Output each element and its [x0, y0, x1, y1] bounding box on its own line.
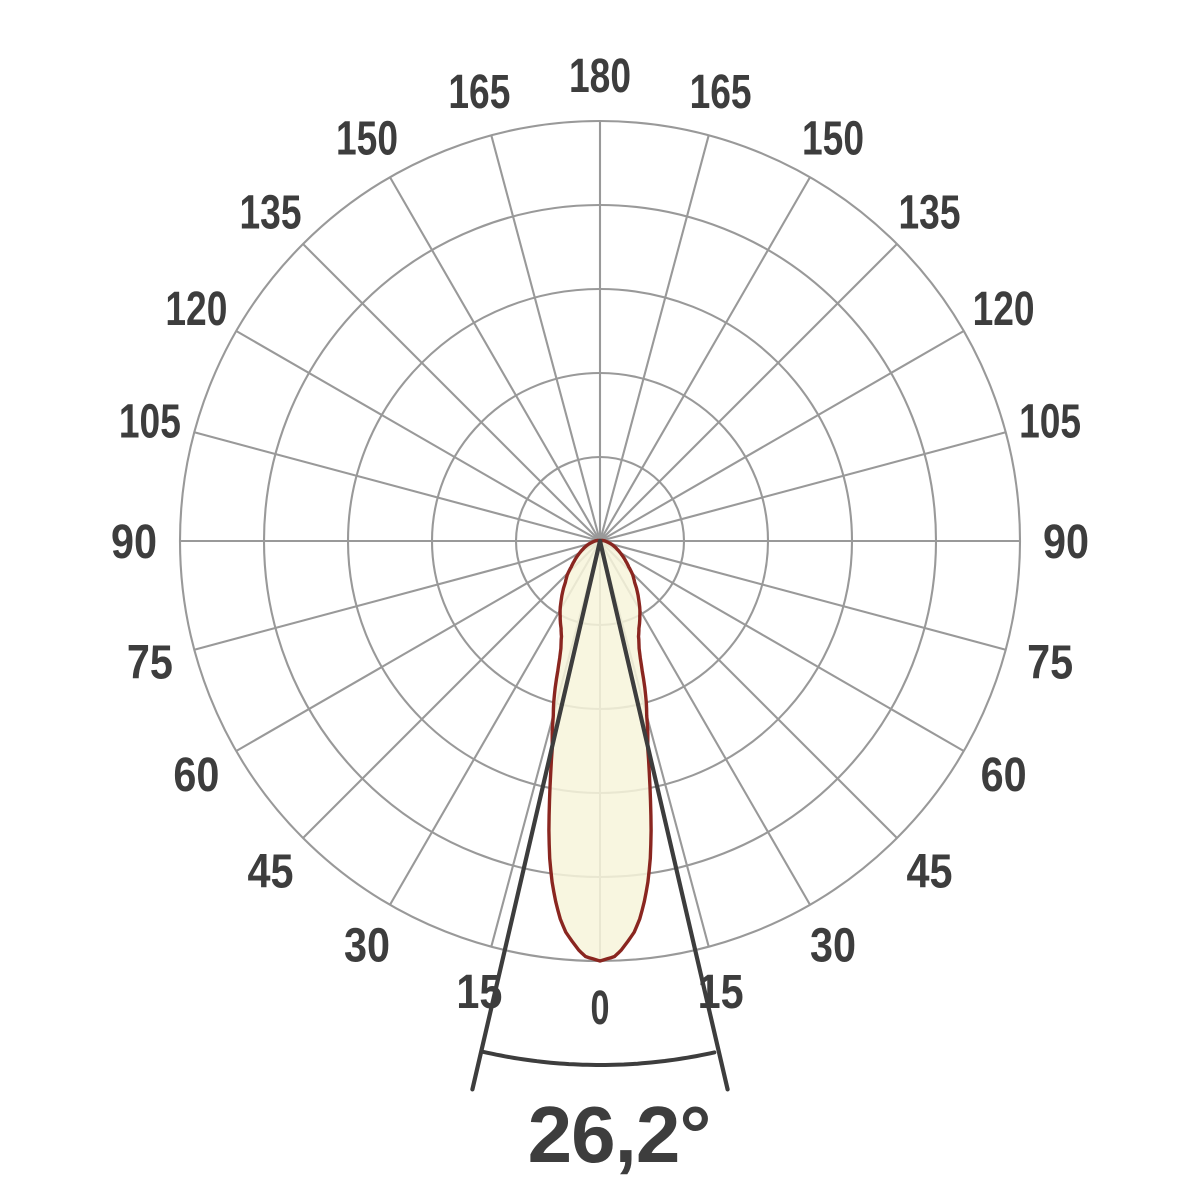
- angle-label: 30: [810, 920, 856, 973]
- beam-angle-line: [470, 538, 603, 1092]
- angle-label: 105: [1019, 395, 1081, 448]
- angle-label: 90: [111, 516, 157, 569]
- grid-spoke: [302, 540, 601, 839]
- beam-angle-line: [597, 538, 730, 1092]
- beam-angle-arc: [481, 1049, 717, 1067]
- angle-label: 135: [240, 187, 302, 240]
- grid-spoke: [389, 176, 601, 542]
- angle-label: 180: [569, 50, 631, 103]
- grid-spoke: [599, 176, 811, 542]
- angle-label: 120: [973, 283, 1035, 336]
- angle-label: 150: [802, 112, 864, 165]
- beam-angle-value: 26,2°: [528, 1090, 711, 1179]
- angle-label: 105: [119, 395, 181, 448]
- angle-label: 165: [690, 66, 752, 119]
- intensity-curve: [547, 538, 653, 963]
- angle-label: 75: [1027, 637, 1073, 690]
- angle-label: 45: [907, 846, 953, 899]
- grid-spoke: [194, 431, 601, 543]
- grid-spoke: [598, 135, 710, 542]
- angle-label: 45: [248, 846, 294, 899]
- angle-label-group: 0 151530304545606075759090105105120120135…: [111, 50, 1089, 1035]
- grid-spoke: [302, 243, 601, 542]
- angle-label: 30: [344, 920, 390, 973]
- angle-label: 60: [173, 749, 219, 802]
- grid-spoke: [599, 540, 965, 752]
- grid-spoke: [599, 243, 898, 542]
- angle-label: 0: [591, 982, 610, 1035]
- angle-label: 90: [1043, 516, 1089, 569]
- grid-spoke: [490, 135, 602, 542]
- grid-spoke: [599, 539, 1006, 651]
- angle-label: 15: [456, 966, 502, 1019]
- angle-label: 120: [165, 283, 227, 336]
- angle-label: 60: [981, 749, 1027, 802]
- intensity-lobe-group: [547, 538, 653, 963]
- grid-spoke: [599, 431, 1006, 543]
- grid-spoke: [194, 539, 601, 651]
- beam-angle-group: [470, 538, 730, 1092]
- grid-spoke: [235, 330, 601, 542]
- angle-label: 15: [698, 966, 744, 1019]
- angle-label: 135: [899, 187, 961, 240]
- angle-label: 75: [127, 637, 173, 690]
- grid-spoke: [599, 540, 898, 839]
- angle-label: 165: [448, 66, 510, 119]
- grid-spoke: [599, 330, 965, 542]
- angle-label: 150: [336, 112, 398, 165]
- grid-spoke: [235, 540, 601, 752]
